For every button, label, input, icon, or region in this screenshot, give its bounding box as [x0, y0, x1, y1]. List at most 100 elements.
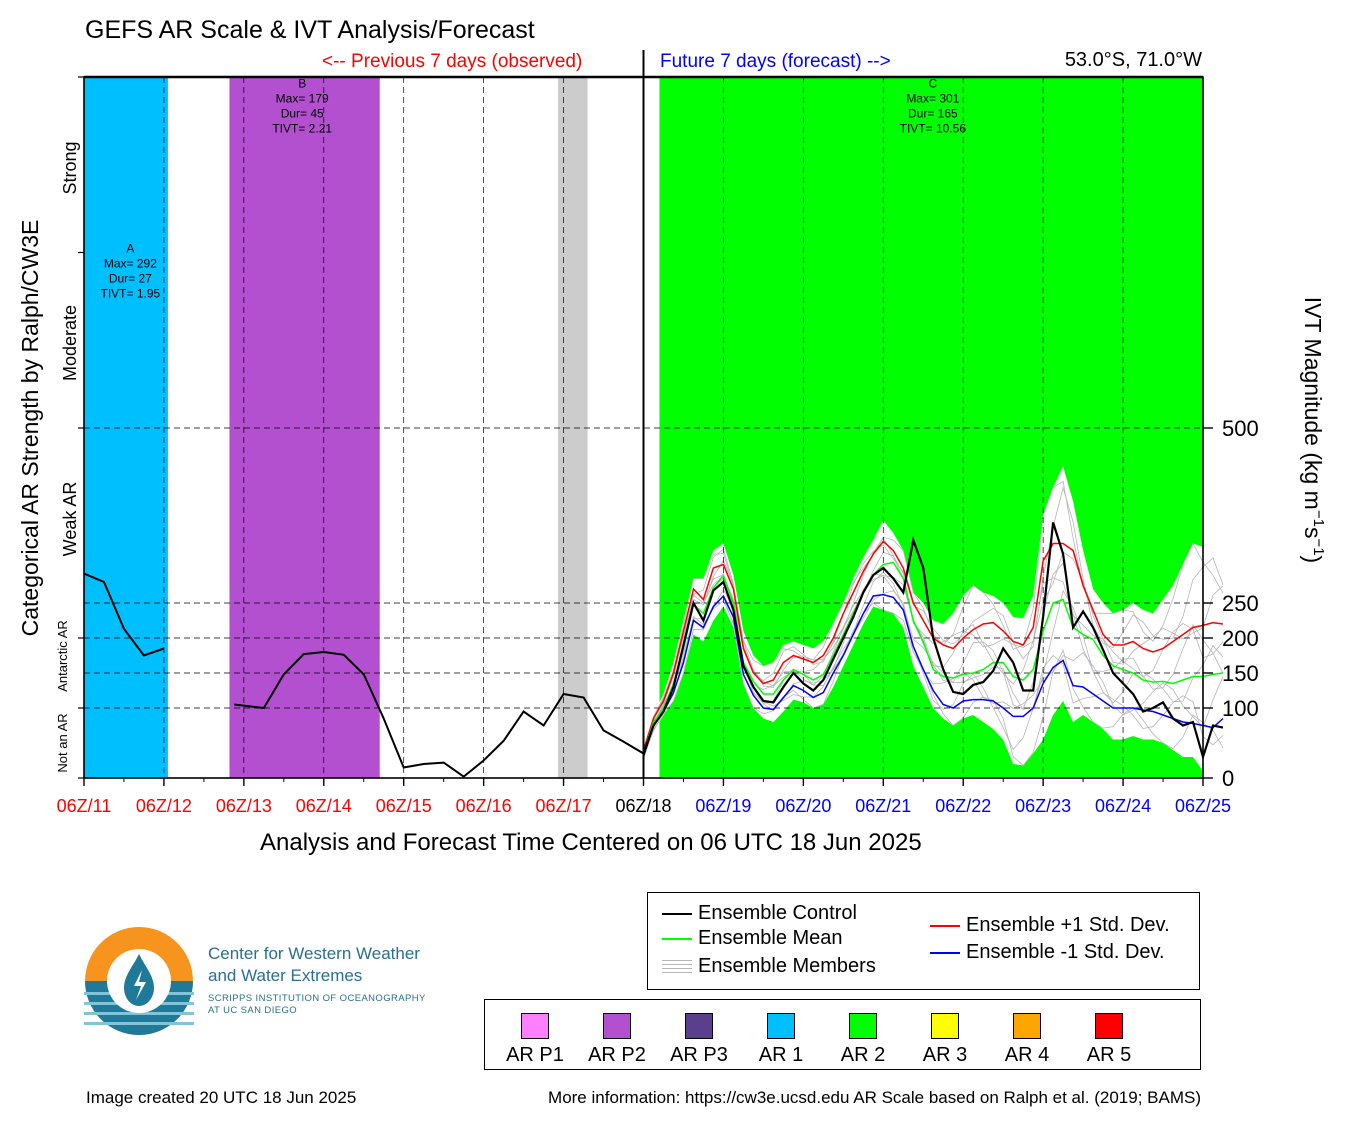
ar-category-label: AR P1: [506, 1044, 564, 1066]
observed-ivt-line: [83, 572, 165, 657]
x-tick-label: 06Z/12: [136, 796, 192, 816]
x-tick-label: 06Z/15: [376, 796, 432, 816]
y-tick-label: 100: [1222, 696, 1259, 721]
ar-event-annotation: A: [126, 242, 134, 256]
legend-plus-std-swatch: [930, 924, 960, 927]
category-label: Antarctic AR: [55, 620, 70, 692]
ar-category-swatch: [685, 1013, 713, 1039]
ar-category-swatch: [521, 1013, 549, 1039]
chart-title: GEFS AR Scale & IVT Analysis/Forecast: [85, 16, 535, 44]
ar-event-annotation: TIVT= 1.95: [101, 287, 161, 301]
logo-line-2: and Water Extremes: [208, 966, 363, 985]
logo-institution: SCRIPPS INSTITUTION OF OCEANOGRAPHY AT U…: [208, 993, 426, 1017]
x-tick-label: 06Z/21: [855, 796, 911, 816]
ar-event-band: [84, 77, 168, 778]
logo-org-name: Center for Western Weather and Water Ext…: [208, 943, 420, 987]
x-axis-label: Analysis and Forecast Time Centered on 0…: [260, 829, 922, 856]
category-label: Not an AR: [55, 713, 70, 772]
legend-mean-swatch: [662, 937, 692, 940]
ar-category-swatch: [603, 1013, 631, 1039]
gray-band: [557, 77, 588, 778]
ar-event-annotation: TIVT= 2.21: [272, 122, 332, 136]
ar-event-band: [229, 77, 380, 778]
legend-control-label: Ensemble Control: [698, 902, 857, 924]
logo-line-4: AT UC SAN DIEGO: [208, 1005, 298, 1016]
logo-line-3: SCRIPPS INSTITUTION OF OCEANOGRAPHY: [208, 993, 426, 1004]
legend-control-swatch: [662, 912, 692, 915]
legend-minus-std: Ensemble -1 Std. Dev.: [930, 941, 1165, 964]
ar-category-legend: AR P1 AR P2 AR P3 AR 1 AR 2 AR 3 AR 4 AR 5: [484, 999, 1201, 1070]
ar-event-annotation: Dur= 27: [109, 272, 152, 286]
ar-event-annotation: Max= 179: [276, 92, 329, 106]
category-label: Moderate: [60, 305, 80, 381]
ar-event-annotation: Dur= 165: [908, 107, 958, 121]
x-tick-label: 06Z/11: [57, 796, 112, 816]
legend-control: Ensemble Control: [662, 902, 857, 925]
x-tick-label: 06Z/24: [1095, 796, 1151, 816]
ar-category-label: AR 1: [758, 1044, 804, 1066]
ar-category-label: AR 4: [1004, 1044, 1050, 1066]
legend-plus-std-label: Ensemble +1 Std. Dev.: [966, 914, 1170, 936]
ar-event-annotation: B: [298, 77, 306, 91]
legend-members: Ensemble Members: [662, 955, 876, 978]
right-axis-title-part: s: [1300, 527, 1326, 539]
category-label: Weak AR: [60, 482, 80, 557]
legend-minus-std-swatch: [930, 951, 960, 954]
x-tick-label: 06Z/14: [296, 796, 352, 816]
category-label: Strong: [60, 141, 80, 194]
series-line-ensemble-1-std-dev-: [642, 593, 1224, 758]
ar-event-annotation: C: [929, 77, 938, 91]
x-tick-label: 06Z/20: [775, 796, 831, 816]
y-tick-label: 500: [1222, 416, 1259, 441]
right-axis-title-part: −1: [1310, 510, 1327, 527]
right-axis-title-part: −1: [1310, 538, 1327, 555]
location-label: 53.0°S, 71.0°W: [1064, 49, 1202, 71]
image-created-note: Image created 20 UTC 18 Jun 2025: [86, 1088, 357, 1107]
ar-category-swatch: [767, 1013, 795, 1039]
ar-category-label: AR P2: [588, 1044, 646, 1066]
ar-category-swatch: [1013, 1013, 1041, 1039]
x-tick-label: 06Z/17: [536, 796, 592, 816]
right-axis-title: IVT Magnitude (kg m−1s−1): [1300, 297, 1327, 563]
series-line-ensemble-control: [642, 522, 1224, 761]
ar-event-annotation: Dur= 45: [281, 107, 324, 121]
y-tick-label: 0: [1222, 766, 1234, 791]
x-tick-label: 06Z/22: [935, 796, 991, 816]
ar-category-label: AR P3: [670, 1044, 728, 1066]
cw3e-logo-icon: [84, 927, 194, 1035]
y-tick-label: 150: [1222, 661, 1259, 686]
previous-days-label: <-- Previous 7 days (observed): [322, 51, 583, 72]
x-tick-label: 06Z/13: [216, 796, 272, 816]
ar-category-label: AR 2: [840, 1044, 886, 1066]
observed-ivt-line: [234, 650, 645, 778]
legend-minus-std-label: Ensemble -1 Std. Dev.: [966, 941, 1165, 963]
ar-category-label: AR 3: [922, 1044, 968, 1066]
left-axis-title: Categorical AR Strength by Ralph/CW3E: [17, 220, 43, 637]
y-tick-label: 250: [1222, 591, 1259, 616]
ar-event-annotation: Max= 292: [104, 257, 157, 271]
x-tick-label: 06Z/25: [1175, 796, 1231, 816]
legend-members-label: Ensemble Members: [698, 955, 876, 977]
more-info-note: More information: https://cw3e.ucsd.edu …: [548, 1088, 1201, 1107]
legend-mean: Ensemble Mean: [662, 927, 843, 950]
ensemble-envelope: [643, 466, 1223, 771]
y-tick-label: 200: [1222, 626, 1259, 651]
right-axis-title-part: IVT Magnitude (kg m: [1300, 297, 1326, 510]
x-tick-label: 06Z/23: [1015, 796, 1071, 816]
series-legend: Ensemble Control Ensemble Mean Ensemble …: [647, 892, 1200, 990]
ar-category-swatch: [849, 1013, 877, 1039]
x-tick-label: 06Z/16: [456, 796, 512, 816]
future-days-label: Future 7 days (forecast) -->: [660, 51, 891, 72]
ivt-chart: 06Z/11 06Z/12 06Z/13 06Z/14 06Z/15 06Z/16 06Z/…: [17, 50, 1327, 816]
x-tick-label: 06Z/19: [695, 796, 751, 816]
logo-line-1: Center for Western Weather: [208, 944, 420, 963]
ar-category-swatch: [1095, 1013, 1123, 1039]
ensemble-member-line: [643, 595, 1224, 766]
legend-members-swatch: [662, 959, 692, 974]
ar-event-annotation: Max= 301: [906, 92, 959, 106]
x-tick-label: 06Z/18: [615, 796, 671, 816]
right-axis-title-part: ): [1300, 556, 1326, 564]
ar-event-annotation: TIVT= 10.56: [900, 122, 967, 136]
ar-category-label: AR 5: [1086, 1044, 1132, 1066]
ar-category-swatch: [931, 1013, 959, 1039]
